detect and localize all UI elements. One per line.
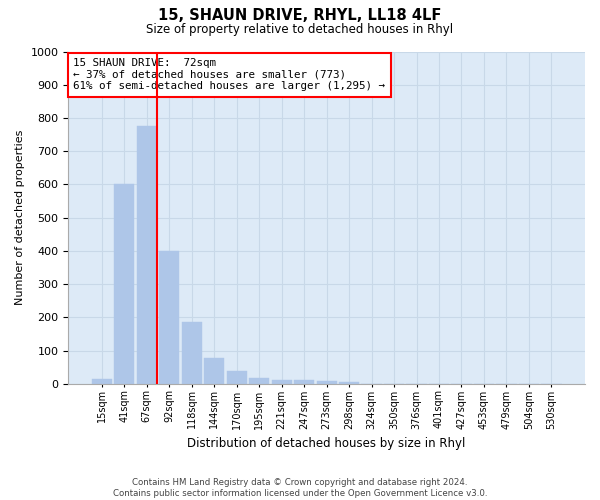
X-axis label: Distribution of detached houses by size in Rhyl: Distribution of detached houses by size … (187, 437, 466, 450)
Bar (317, 381, 337, 384)
Text: 15, SHAUN DRIVE, RHYL, LL18 4LF: 15, SHAUN DRIVE, RHYL, LL18 4LF (158, 8, 442, 22)
Bar (92, 379, 112, 384)
Bar (294, 380, 314, 384)
Bar (227, 372, 247, 384)
Text: Contains HM Land Registry data © Crown copyright and database right 2024.
Contai: Contains HM Land Registry data © Crown c… (113, 478, 487, 498)
Bar (339, 382, 359, 384)
Bar (137, 126, 157, 384)
Bar (159, 251, 179, 384)
Bar (204, 358, 224, 384)
Bar (249, 378, 269, 384)
Bar (182, 322, 202, 384)
Y-axis label: Number of detached properties: Number of detached properties (15, 130, 25, 306)
Text: Size of property relative to detached houses in Rhyl: Size of property relative to detached ho… (146, 22, 454, 36)
Bar (114, 184, 134, 384)
Text: 15 SHAUN DRIVE:  72sqm
← 37% of detached houses are smaller (773)
61% of semi-de: 15 SHAUN DRIVE: 72sqm ← 37% of detached … (73, 58, 385, 92)
Bar (272, 380, 292, 384)
